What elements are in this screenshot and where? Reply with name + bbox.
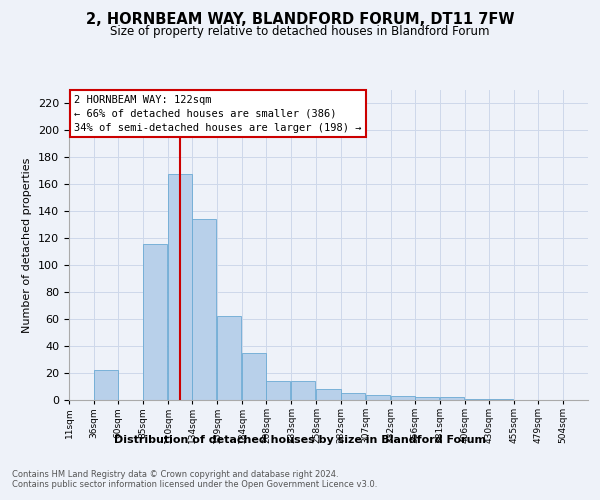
Bar	[192, 220, 216, 400]
Bar	[440, 398, 464, 400]
Text: Size of property relative to detached houses in Blandford Forum: Size of property relative to detached ho…	[110, 25, 490, 38]
Text: 2 HORNBEAM WAY: 122sqm
← 66% of detached houses are smaller (386)
34% of semi-de: 2 HORNBEAM WAY: 122sqm ← 66% of detached…	[74, 94, 362, 132]
Y-axis label: Number of detached properties: Number of detached properties	[22, 158, 32, 332]
Bar	[465, 398, 489, 400]
Text: 2, HORNBEAM WAY, BLANDFORD FORUM, DT11 7FW: 2, HORNBEAM WAY, BLANDFORD FORUM, DT11 7…	[86, 12, 514, 28]
Bar	[94, 370, 118, 400]
Bar	[217, 316, 241, 400]
Bar	[391, 396, 415, 400]
Bar	[292, 381, 316, 400]
Bar	[143, 244, 167, 400]
Bar	[489, 398, 513, 400]
Bar	[341, 394, 365, 400]
Text: Contains HM Land Registry data © Crown copyright and database right 2024.: Contains HM Land Registry data © Crown c…	[12, 470, 338, 479]
Bar	[168, 174, 192, 400]
Text: Distribution of detached houses by size in Blandford Forum: Distribution of detached houses by size …	[114, 435, 486, 445]
Bar	[316, 389, 341, 400]
Text: Contains public sector information licensed under the Open Government Licence v3: Contains public sector information licen…	[12, 480, 377, 489]
Bar	[415, 398, 439, 400]
Bar	[242, 353, 266, 400]
Bar	[365, 394, 389, 400]
Bar	[266, 381, 290, 400]
